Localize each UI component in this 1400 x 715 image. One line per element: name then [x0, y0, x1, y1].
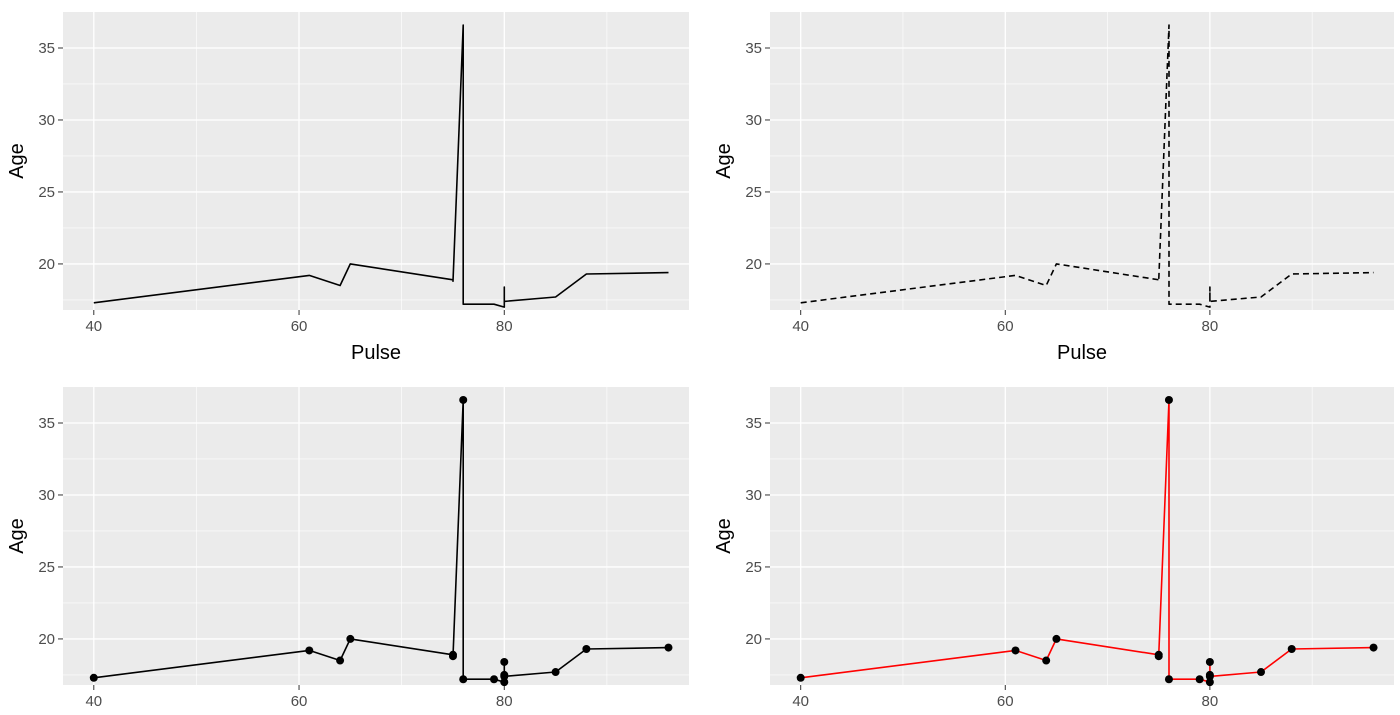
- data-point: [1042, 656, 1051, 665]
- y-tick-label: 30: [38, 487, 55, 504]
- series-line-1: [800, 399, 1374, 683]
- chart-panel-3: 40 60 80 20 25 30 35 Age: [6, 387, 689, 710]
- data-point: [1195, 675, 1204, 684]
- y-tick-label: 30: [745, 112, 762, 129]
- data-point: [459, 395, 468, 404]
- data-point: [582, 645, 591, 654]
- panel-background: [63, 387, 689, 685]
- y-tick-label: 35: [745, 40, 762, 57]
- y-tick-label: 20: [38, 631, 55, 648]
- data-point: [1205, 657, 1214, 666]
- x-axis-title: Pulse: [351, 342, 401, 364]
- x-tick-label: 80: [1202, 693, 1219, 710]
- data-point: [1205, 672, 1214, 681]
- y-tick-label: 30: [745, 487, 762, 504]
- y-tick-label: 20: [745, 256, 762, 273]
- panel-background: [770, 12, 1394, 310]
- data-point: [1052, 634, 1061, 643]
- series-line-1: [93, 24, 669, 308]
- x-tick-label: 80: [496, 693, 513, 710]
- x-tick-label: 40: [792, 693, 809, 710]
- x-tick-label: 40: [85, 693, 102, 710]
- data-point: [89, 673, 98, 682]
- x-tick-label: 40: [792, 318, 809, 335]
- y-tick-label: 35: [38, 40, 55, 57]
- data-point: [1164, 395, 1173, 404]
- data-point: [796, 673, 805, 682]
- y-tick-label: 25: [38, 184, 55, 201]
- y-tick-label: 35: [38, 415, 55, 432]
- series-line-1: [800, 24, 1374, 308]
- x-axis-title: Pulse: [1057, 342, 1107, 364]
- y-tick-label: 35: [745, 415, 762, 432]
- y-tick-label: 25: [38, 559, 55, 576]
- data-point: [1369, 643, 1378, 652]
- x-tick-label: 60: [291, 693, 308, 710]
- data-point: [500, 657, 509, 666]
- x-tick-label: 60: [997, 318, 1014, 335]
- data-point: [305, 646, 314, 655]
- y-tick-label: 30: [38, 112, 55, 129]
- panel-background: [770, 387, 1394, 685]
- data-point: [664, 643, 673, 652]
- data-point: [1257, 668, 1266, 677]
- x-tick-label: 80: [1202, 318, 1219, 335]
- data-point: [1011, 646, 1020, 655]
- x-tick-label: 60: [997, 693, 1014, 710]
- data-point: [1205, 678, 1214, 687]
- y-tick-label: 25: [745, 559, 762, 576]
- chart-panel-1: 40 60 80 20 25 30 35 Age Pulse: [6, 12, 689, 364]
- x-tick-label: 80: [496, 318, 513, 335]
- data-point: [1287, 645, 1296, 654]
- y-tick-label: 20: [38, 256, 55, 273]
- y-axis-title: Age: [713, 143, 735, 179]
- y-axis-title: Age: [713, 518, 735, 554]
- y-axis-title: Age: [6, 143, 28, 179]
- y-axis-title: Age: [6, 518, 28, 554]
- chart-panel-2: 40 60 80 20 25 30 35 Age Pulse: [713, 12, 1394, 364]
- data-point: [500, 678, 509, 687]
- data-point: [500, 672, 509, 681]
- x-tick-label: 60: [291, 318, 308, 335]
- data-point: [490, 675, 499, 684]
- data-point: [1164, 675, 1173, 684]
- y-tick-label: 25: [745, 184, 762, 201]
- chart-panel-4: 40 60 80 20 25 30 35 Age: [713, 387, 1394, 710]
- data-point: [448, 652, 457, 661]
- data-point: [551, 668, 560, 677]
- data-point: [336, 656, 345, 665]
- y-tick-label: 20: [745, 631, 762, 648]
- data-point: [459, 675, 468, 684]
- data-point: [1154, 652, 1163, 661]
- x-tick-label: 40: [85, 318, 102, 335]
- panel-background: [63, 12, 689, 310]
- series-line-1: [93, 399, 669, 683]
- data-point: [346, 634, 355, 643]
